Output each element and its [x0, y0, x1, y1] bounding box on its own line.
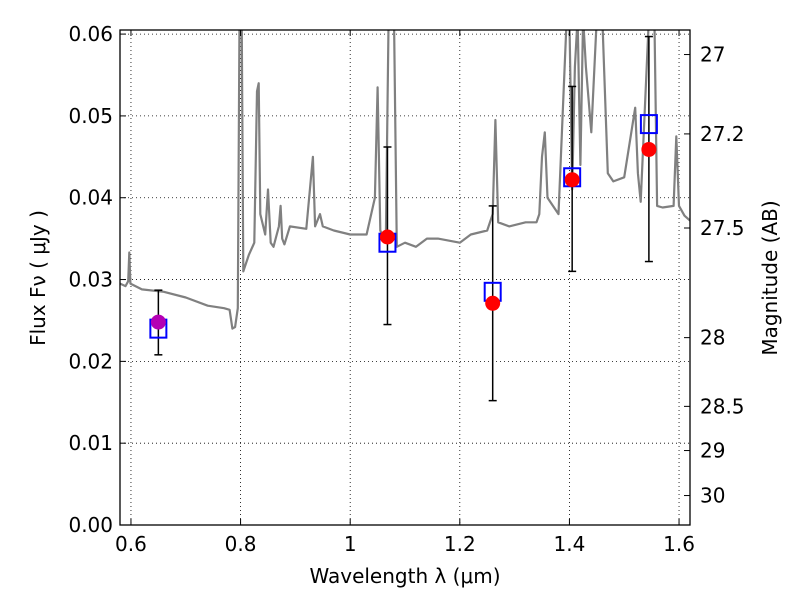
y2-tick-label: 30 — [700, 484, 725, 508]
y-axis-label: Flux Fν ( μJy ) — [26, 210, 50, 346]
y2-tick-label: 27.2 — [700, 122, 745, 146]
model-flux-point — [379, 229, 395, 245]
y-tick-label: 0.05 — [68, 104, 113, 128]
points-layer — [149, 35, 658, 402]
model-flux-point — [150, 314, 166, 330]
x-tick-label: 0.8 — [225, 532, 257, 556]
y2-tick-label: 28.5 — [700, 394, 745, 418]
y2-tick-label: 28 — [700, 326, 725, 350]
x-axis-label: Wavelength λ (μm) — [309, 564, 500, 588]
y-tick-label: 0.00 — [68, 513, 113, 537]
y-tick-label: 0.01 — [68, 431, 113, 455]
x-tick-label: 1.4 — [554, 532, 586, 556]
spectrum-layer — [120, 30, 690, 330]
y-tick-label: 0.03 — [68, 268, 113, 292]
model-flux-point — [641, 141, 657, 157]
model-flux-point — [485, 295, 501, 311]
y-tick-label: 0.02 — [68, 349, 113, 373]
x-tick-label: 0.6 — [115, 532, 147, 556]
x-tick-label: 1.2 — [444, 532, 476, 556]
y-tick-label: 0.04 — [68, 186, 113, 210]
y2-tick-label: 27.5 — [700, 216, 745, 240]
y2-axis-label: Magnitude (AB) — [758, 200, 782, 355]
y2-tick-label: 27 — [700, 43, 725, 67]
model-spectrum-line — [120, 30, 690, 330]
observed-flux-square — [639, 114, 658, 135]
model-flux-point — [564, 172, 580, 188]
y-tick-label: 0.06 — [68, 22, 113, 46]
y2-tick-label: 29 — [700, 439, 725, 463]
x-tick-label: 1.6 — [663, 532, 695, 556]
ticks-layer: 0.6 0.8 1 1.2 1.4 1.6 0.00 0.01 0.02 0.03 0.04 0.05… — [68, 22, 744, 556]
plot-frame — [119, 29, 691, 526]
x-tick-label: 1 — [344, 532, 357, 556]
